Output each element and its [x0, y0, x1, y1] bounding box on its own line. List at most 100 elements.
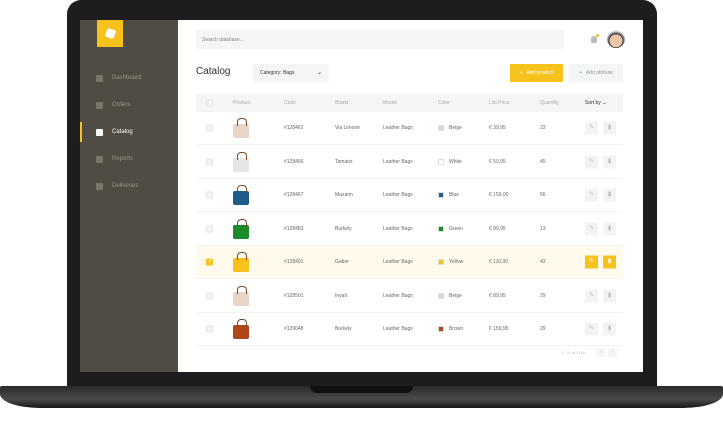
table-row[interactable]: #128483 Burkely Leather Bags Green € 89,…	[196, 213, 623, 246]
sidebar-item-label: Dashboard	[112, 75, 142, 81]
table-row[interactable]: #128466 Tamaris Leather Bags White € 59,…	[196, 146, 623, 179]
page-title: Catalog	[196, 66, 231, 77]
product-model: Leather Bags	[383, 158, 413, 165]
add-attribute-button[interactable]: + Add atribute	[569, 64, 623, 82]
product-model: Leather Bags	[383, 225, 413, 232]
pencil-icon: ✎	[588, 124, 595, 131]
pencil-icon: ✎	[588, 225, 595, 231]
product-image[interactable]	[233, 118, 249, 139]
product-price: € 159,00	[489, 192, 509, 198]
sort-by-dropdown[interactable]: Sort by ⌄	[585, 100, 607, 106]
next-page-button[interactable]: ›	[608, 348, 617, 357]
table-row[interactable]: ✓ #128491 Gabor Leather Bags Yellow € 11…	[196, 246, 623, 279]
avatar[interactable]	[607, 30, 625, 48]
plus-icon: +	[579, 70, 582, 76]
product-image[interactable]	[233, 218, 249, 239]
edit-button[interactable]: ✎	[585, 255, 598, 269]
delete-button[interactable]: ▮	[603, 255, 616, 269]
product-price: € 89,95	[489, 225, 506, 232]
delete-button[interactable]: ▮	[603, 222, 616, 235]
select-all-checkbox[interactable]	[206, 99, 213, 107]
row-checkbox[interactable]	[206, 191, 213, 199]
header-price[interactable]: List Price	[489, 100, 510, 106]
row-checkbox[interactable]	[206, 225, 213, 232]
sidebar-item-orders[interactable]: Orders	[80, 95, 178, 115]
table-row[interactable]: #128501 Inyati Leather Bags Beige € 89,9…	[196, 280, 623, 313]
delete-button[interactable]: ▮	[603, 322, 616, 336]
app-screen: Dashboard Orders Catalog Reports Deliveries …	[80, 20, 643, 372]
product-color: Beige	[449, 125, 462, 131]
pencil-icon: ✎	[588, 325, 595, 332]
header-code[interactable]: Code	[284, 100, 296, 106]
delete-button[interactable]: ▮	[603, 188, 616, 202]
color-swatch	[438, 192, 444, 198]
trash-icon: ▮	[607, 292, 612, 298]
header-product: Product	[233, 100, 251, 106]
trash-icon: ▮	[607, 158, 612, 164]
product-image[interactable]	[233, 319, 249, 340]
add-attribute-label: Add atribute	[585, 70, 613, 76]
product-code: #128467	[284, 192, 304, 198]
product-price: € 159,95	[489, 326, 509, 332]
row-checkbox[interactable]	[206, 292, 213, 299]
color-swatch	[438, 125, 444, 131]
color-swatch	[438, 158, 444, 165]
row-checkbox[interactable]	[206, 158, 213, 165]
color-swatch	[438, 292, 444, 299]
sidebar-item-label: Catalog	[112, 129, 133, 135]
trash-icon: ▮	[607, 191, 612, 198]
edit-button[interactable]: ✎	[585, 289, 598, 302]
edit-button[interactable]: ✎	[585, 222, 598, 235]
product-model: Leather Bags	[383, 259, 413, 265]
product-model: Leather Bags	[383, 125, 413, 131]
edit-button[interactable]: ✎	[585, 121, 598, 135]
header-model[interactable]: Model	[383, 100, 397, 106]
sidebar-item-reports[interactable]: Reports	[80, 149, 178, 169]
pencil-icon: ✎	[588, 191, 595, 198]
product-code: #128466	[284, 158, 304, 165]
delete-button[interactable]: ▮	[603, 289, 616, 302]
product-image[interactable]	[233, 285, 249, 306]
delete-button[interactable]: ▮	[603, 121, 616, 135]
notification-bell-icon[interactable]	[591, 34, 599, 43]
product-image[interactable]	[233, 252, 249, 273]
report-icon	[96, 155, 103, 163]
edit-button[interactable]: ✎	[585, 188, 598, 202]
product-image[interactable]	[233, 185, 249, 206]
chevron-down-icon: ⌄	[316, 70, 322, 76]
product-quantity: 56	[540, 192, 546, 198]
sidebar-item-dashboard[interactable]: Dashboard	[80, 68, 178, 88]
header-brand[interactable]: Brand	[335, 100, 349, 106]
sidebar-item-catalog[interactable]: Catalog	[80, 122, 178, 142]
header-color[interactable]: Color	[438, 100, 450, 106]
pencil-icon: ✎	[588, 292, 595, 298]
edit-button[interactable]: ✎	[585, 322, 598, 336]
add-product-button[interactable]: + Add product	[510, 64, 563, 82]
table-row[interactable]: #128462 Via Limone Leather Bags Beige € …	[196, 112, 623, 145]
row-checkbox[interactable]: ✓	[206, 258, 213, 266]
row-checkbox[interactable]	[206, 325, 213, 333]
table-row[interactable]: #129048 Burkely Leather Bags Brown € 159…	[196, 313, 623, 346]
header-quantity[interactable]: Quantity	[540, 100, 559, 106]
logo[interactable]	[97, 20, 123, 47]
delete-button[interactable]: ▮	[603, 155, 616, 168]
category-dropdown[interactable]: Category: Bags ⌄	[253, 64, 329, 82]
product-quantity: 23	[540, 125, 546, 131]
edit-button[interactable]: ✎	[585, 155, 598, 168]
sidebar-item-deliveries[interactable]: Deliveries	[80, 176, 178, 196]
product-brand: Tamaris	[335, 158, 353, 165]
product-code: #128491	[284, 259, 304, 265]
product-image[interactable]	[233, 151, 249, 172]
table-row[interactable]: #128467 Mazarin Leather Bags Blue € 159,…	[196, 179, 623, 212]
product-color: Brown	[449, 326, 464, 332]
pagination-text: 1 - 11 of 1129	[561, 350, 586, 355]
product-price: € 39,95	[489, 125, 506, 131]
product-model: Leather Bags	[383, 292, 413, 299]
row-checkbox[interactable]	[206, 124, 213, 132]
product-price: € 89,95	[489, 292, 506, 299]
laptop-base	[0, 386, 723, 408]
color-swatch	[438, 259, 444, 265]
search-input[interactable]: Search database...	[196, 30, 564, 49]
prev-page-button[interactable]: ‹	[596, 348, 605, 357]
product-quantity: 13	[540, 225, 546, 232]
